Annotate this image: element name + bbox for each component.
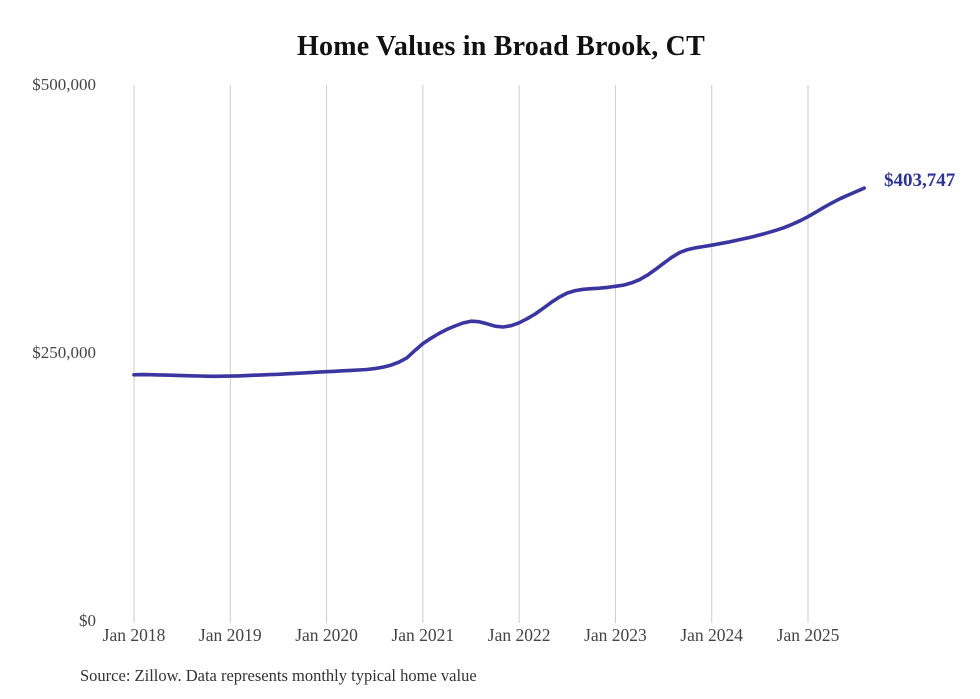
x-tick-label: Jan 2018 bbox=[102, 625, 166, 645]
home-value-line-series bbox=[132, 186, 866, 379]
x-tick-label: Jan 2025 bbox=[776, 625, 840, 645]
x-tick-label: Jan 2023 bbox=[584, 625, 647, 645]
x-tick-label: Jan 2022 bbox=[487, 625, 551, 645]
x-tick-label: Jan 2019 bbox=[198, 625, 262, 645]
x-tick-label: Jan 2020 bbox=[295, 625, 358, 645]
final-value-annotation: $403,747 bbox=[884, 170, 956, 191]
x-tick-label: Jan 2021 bbox=[391, 625, 455, 645]
source-attribution-text: Source: Zillow. Data represents monthly … bbox=[80, 666, 477, 685]
x-tick-label: Jan 2024 bbox=[680, 625, 744, 645]
y-tick-label: $500,000 bbox=[32, 75, 96, 94]
vertical-gridlines bbox=[133, 85, 809, 623]
chart-title: Home Values in Broad Brook, CT bbox=[297, 31, 705, 62]
y-tick-label: $0 bbox=[79, 610, 96, 630]
y-tick-label: $250,000 bbox=[32, 342, 96, 362]
